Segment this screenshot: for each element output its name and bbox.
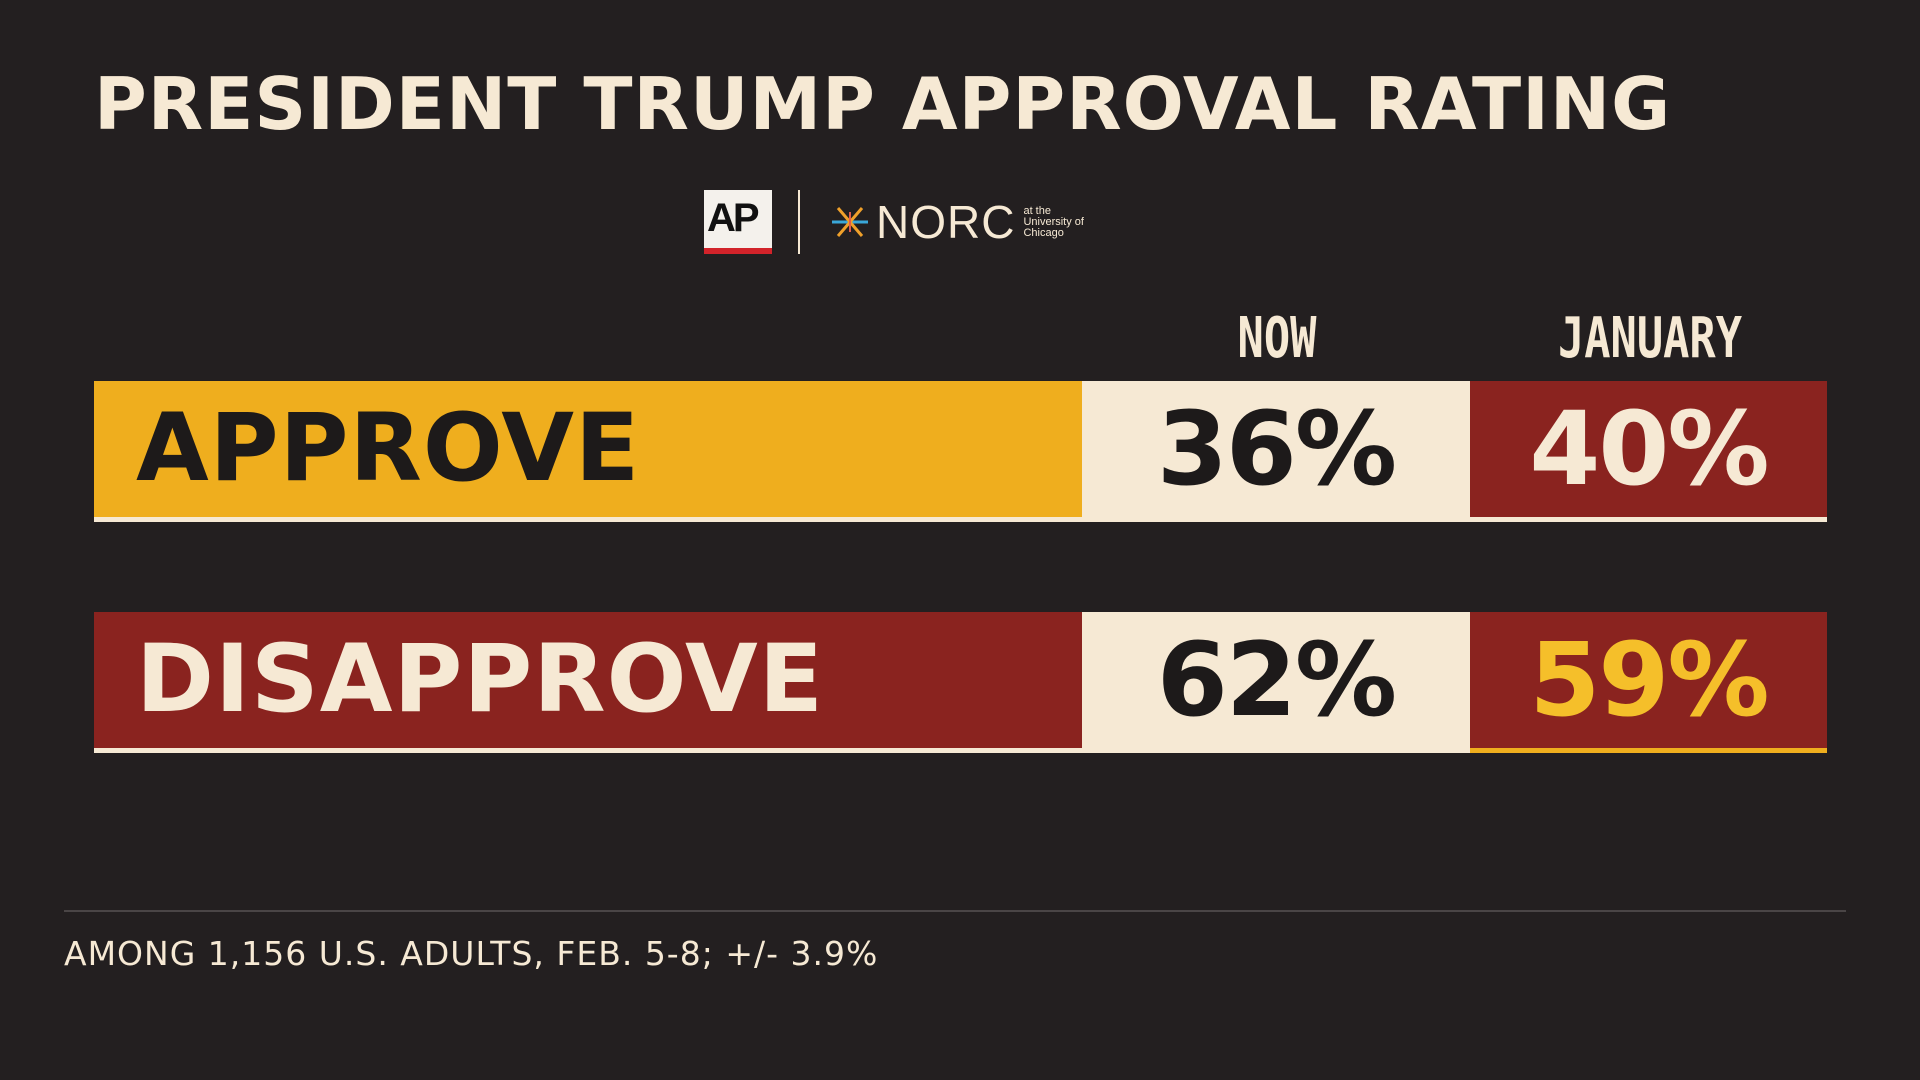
norc-sub-line: Chicago bbox=[1023, 226, 1064, 239]
chart-title: PRESIDENT TRUMP APPROVAL RATING bbox=[94, 62, 1672, 146]
footer-divider bbox=[64, 910, 1846, 912]
norc-sub-line: at the bbox=[1023, 204, 1051, 217]
approve-label-box: APPROVE bbox=[94, 381, 1082, 517]
disapprove-january-value: 59% bbox=[1529, 620, 1769, 740]
approve-now-cell: 36% bbox=[1082, 381, 1470, 517]
approve-january-cell: 40% bbox=[1470, 381, 1827, 517]
disapprove-label-box: DISAPPROVE bbox=[94, 612, 1082, 748]
column-header-january: JANUARY bbox=[1557, 306, 1743, 371]
column-header-now: NOW bbox=[1237, 306, 1317, 371]
ap-logo-text: AP bbox=[707, 196, 760, 240]
logo-divider bbox=[798, 190, 800, 254]
approve-january-value: 40% bbox=[1529, 389, 1769, 509]
norc-star-icon bbox=[832, 207, 868, 237]
norc-logo-text: NORC bbox=[876, 196, 1016, 248]
approve-january-underline bbox=[1470, 517, 1827, 522]
disapprove-row: DISAPPROVE 62% 59% bbox=[94, 612, 1827, 754]
footer-note: AMONG 1,156 U.S. ADULTS, FEB. 5-8; +/- 3… bbox=[64, 934, 879, 973]
approve-now-value: 36% bbox=[1156, 389, 1397, 509]
disapprove-underline bbox=[94, 748, 1827, 753]
ap-logo-bar bbox=[704, 248, 772, 254]
approve-label: APPROVE bbox=[136, 394, 641, 503]
norc-logo-subtext: at the University of Chicago bbox=[1023, 204, 1103, 239]
disapprove-now-cell: 62% bbox=[1082, 612, 1470, 748]
disapprove-january-cell: 59% bbox=[1470, 612, 1827, 748]
disapprove-label: DISAPPROVE bbox=[136, 625, 824, 734]
disapprove-january-underline bbox=[1470, 748, 1827, 753]
norc-sub-line: University of bbox=[1023, 215, 1084, 228]
disapprove-now-value: 62% bbox=[1156, 620, 1397, 740]
approve-row: APPROVE 36% 40% bbox=[94, 381, 1827, 523]
approve-underline bbox=[94, 517, 1827, 522]
ap-logo: AP bbox=[704, 190, 772, 254]
logo-group: AP NORC at the University of Chicago bbox=[704, 190, 1103, 254]
